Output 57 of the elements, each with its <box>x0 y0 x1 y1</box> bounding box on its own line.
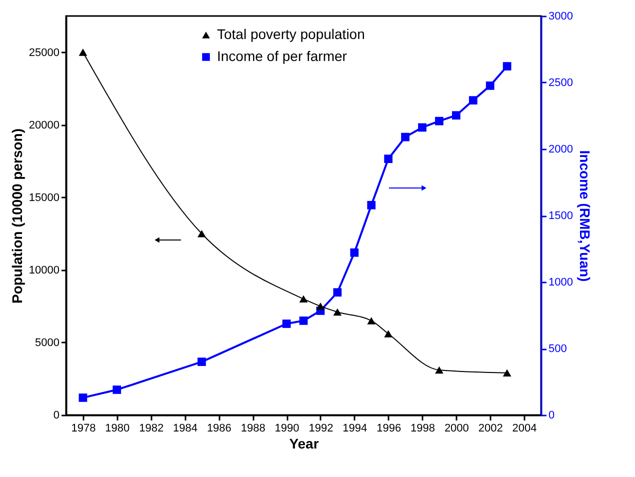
x-tick-label: 2002 <box>478 422 503 434</box>
y2-tick-label: 0 <box>548 410 555 422</box>
point <box>367 200 376 210</box>
x-tick-label: 1986 <box>206 422 232 434</box>
x-axis-title: Year <box>289 436 320 452</box>
x-tick-label: 1984 <box>173 422 198 434</box>
point <box>384 330 393 338</box>
y-tick-label: 15000 <box>28 192 60 204</box>
point <box>198 230 206 238</box>
y2-tick-label: 2500 <box>548 77 573 89</box>
point <box>316 302 325 310</box>
point <box>502 62 512 70</box>
y-tick-label: 0 <box>53 410 60 422</box>
point <box>282 320 291 328</box>
x-tick-label: 2000 <box>444 422 469 434</box>
point <box>435 366 444 374</box>
y-axis-title: Population (10000 person) <box>8 128 25 304</box>
y2-tick-label: 2000 <box>548 144 573 156</box>
y2-tick-label: 1500 <box>548 210 573 222</box>
x-tick-label: 1978 <box>71 422 96 434</box>
point <box>468 96 478 105</box>
y-tick-label: 25000 <box>28 46 60 59</box>
y-tick-label: 5000 <box>35 336 60 349</box>
x-tick-label: 1996 <box>376 422 402 434</box>
point <box>299 295 308 303</box>
x-tick-label: 1998 <box>410 422 435 434</box>
y-tick-label: 20000 <box>28 119 60 132</box>
point <box>78 394 88 402</box>
point <box>333 288 342 297</box>
x-tick-label: 1990 <box>274 422 300 434</box>
x-tick-label: 2004 <box>512 422 537 434</box>
point <box>198 358 206 366</box>
x-tick-label: 1982 <box>139 422 164 434</box>
y2-axis-title: Income (RMB,Yuan) <box>576 150 593 282</box>
x-tick-label: 1994 <box>342 422 368 434</box>
legend-label: Income of per farmer <box>217 48 348 64</box>
legend-label: Total poverty population <box>217 26 365 42</box>
point <box>486 82 494 90</box>
x-tick-label: 1980 <box>105 422 130 434</box>
point <box>401 132 410 142</box>
point <box>435 116 444 126</box>
x-tick-label: 1988 <box>240 422 266 434</box>
point <box>78 48 88 56</box>
y2-tick-label: 500 <box>548 343 567 355</box>
y2-tick-label: 3000 <box>548 10 573 22</box>
point <box>367 317 376 324</box>
point <box>112 386 122 394</box>
point <box>333 308 342 316</box>
y2-tick-label: 1000 <box>548 276 573 288</box>
point <box>502 369 512 377</box>
point <box>299 316 308 325</box>
point <box>452 111 460 120</box>
point <box>350 248 359 257</box>
y-tick-label: 10000 <box>28 264 60 276</box>
point <box>384 154 393 164</box>
point <box>418 123 426 132</box>
x-tick-label: 1992 <box>308 422 334 434</box>
